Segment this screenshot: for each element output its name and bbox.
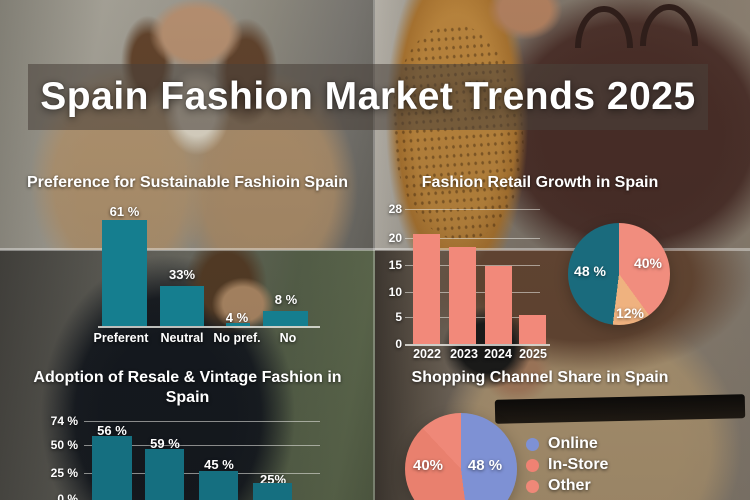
y-axis-tick: 50 % <box>50 438 78 452</box>
chart-resale-adoption: Adoption of Resale & Vintage Fashion in … <box>0 355 375 500</box>
x-axis-label: Preferent <box>93 331 149 345</box>
bar-value-label: 4 % <box>225 310 249 325</box>
legend-item-online: Online <box>526 435 598 453</box>
chart-title: Adoption of Resale & Vintage Fashion in … <box>33 369 342 406</box>
bar-resale-1 <box>92 436 132 500</box>
chart-sustainable-preference: Preference for Sustainable Fashioin Spai… <box>0 160 375 360</box>
chart-title: Fashion Retail Growth in Spain <box>421 174 659 191</box>
chart-title: Shopping Channel Share in Spain <box>411 369 669 386</box>
y-axis-tick: 15 <box>388 258 402 272</box>
bar-resale-3 <box>199 471 238 500</box>
legend-dot-online <box>526 437 539 451</box>
bar-2024 <box>485 266 512 344</box>
bar-neutral <box>160 286 204 326</box>
pie-slice-label: 12% <box>615 305 645 321</box>
bar-resale-2 <box>145 449 184 500</box>
y-axis-tick: 5 <box>395 310 402 324</box>
photo-grid-seam-horizontal <box>0 248 750 251</box>
x-axis-label: 2025 <box>519 347 547 361</box>
y-axis-tick: 10 <box>388 285 402 299</box>
page-title: Spain Fashion Market Trends 2025 <box>40 75 696 118</box>
chart-shopping-channel: Shopping Channel Share in Spain 40% 48 %… <box>375 355 750 500</box>
bar-value-label: 45 % <box>204 457 234 472</box>
pie-slice-label: 48 % <box>467 457 503 474</box>
bar-2022 <box>413 234 440 344</box>
legend-label: In-Store <box>548 456 609 473</box>
pie-retail-share <box>568 223 670 325</box>
chart-title: Preference for Sustainable Fashioin Spai… <box>27 174 348 191</box>
legend-dot-in-store <box>526 458 539 472</box>
legend-label: Online <box>548 435 598 452</box>
pie-slice-label: 40% <box>412 457 444 474</box>
legend-dot-other <box>526 479 539 493</box>
bar-no <box>263 311 308 326</box>
pie-shopping-channel <box>405 413 517 500</box>
gridline <box>405 238 540 239</box>
bar-resale-4 <box>253 483 292 500</box>
bar-value-label: 8 % <box>274 292 298 307</box>
bar-value-label: 56 % <box>97 423 127 438</box>
gridline <box>84 421 320 422</box>
title-banner: Spain Fashion Market Trends 2025 <box>28 64 708 130</box>
bar-preferent <box>102 220 147 326</box>
bar-value-label: 61 % <box>109 204 140 219</box>
legend-label: Other <box>548 477 591 494</box>
y-axis-tick: 0 <box>395 337 402 351</box>
y-axis-tick: 74 % <box>50 414 78 428</box>
y-axis-tick: 25 % <box>50 466 78 480</box>
x-axis-line <box>405 344 550 346</box>
photo-grid-seam-vertical <box>373 0 375 500</box>
y-axis-tick: 20 <box>388 231 402 245</box>
bar-2025 <box>519 315 546 344</box>
y-axis-tick: 0 % <box>57 492 78 500</box>
legend-item-in-store: In-Store <box>526 456 608 474</box>
x-axis-label: No pref. <box>213 331 261 345</box>
gridline <box>405 209 540 210</box>
bar-no-pref <box>226 323 250 326</box>
x-axis-label: 2022 <box>413 347 441 361</box>
bar-2023 <box>449 247 476 344</box>
gridline <box>84 445 320 446</box>
x-axis-label: Neutral <box>160 331 204 345</box>
x-axis-label: 2024 <box>484 347 512 361</box>
bar-value-label: 33% <box>168 267 196 282</box>
x-axis-label: No <box>279 331 297 345</box>
y-axis-tick: 28 <box>388 202 402 216</box>
pie-slice-label: 48 % <box>574 263 606 279</box>
chart-retail-growth: Fashion Retail Growth in Spain 28 20 15 … <box>375 160 750 361</box>
x-axis-label: 2023 <box>450 347 478 361</box>
bar-value-label: 59 % <box>150 436 180 451</box>
pie-slice-label: 40% <box>633 255 663 271</box>
legend-item-other: Other <box>526 477 591 495</box>
x-axis-line <box>98 326 320 328</box>
